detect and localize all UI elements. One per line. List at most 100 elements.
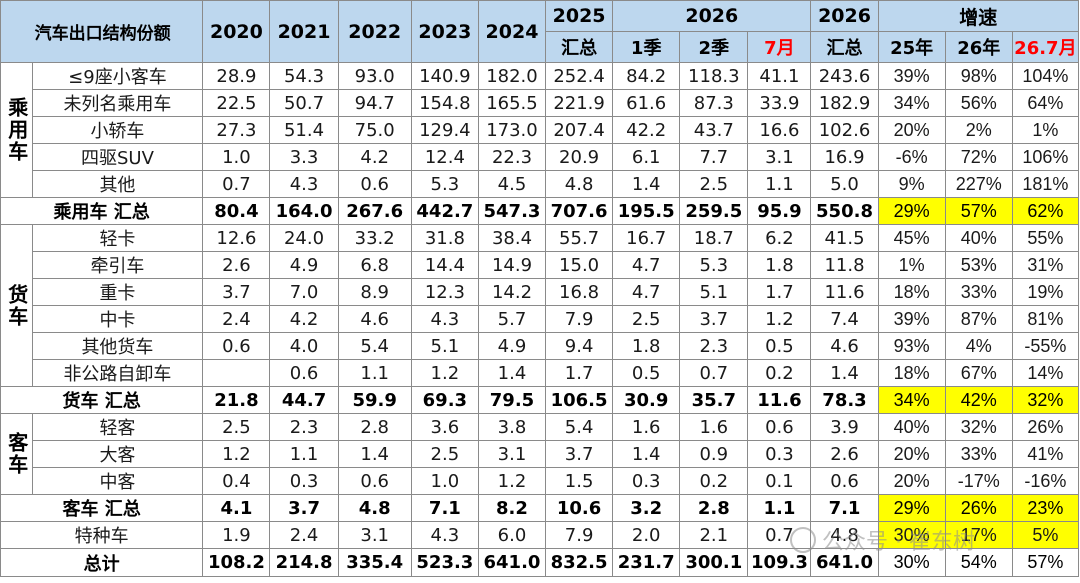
value-cell: 11.6 [810,278,879,306]
value-cell: 0.6 [269,359,339,387]
value-cell: 20.9 [545,143,614,171]
value-cell: 1.1 [269,440,339,468]
growth-cell: 34% [877,386,946,414]
table-row: 特种车 1.9 2.4 3.1 4.3 6.0 7.9 2.0 2.1 0.7 4.8 30% 17% 5… [0,521,1080,549]
value-cell: 118.3 [679,62,749,90]
value-cell: 2.5 [202,413,271,441]
value-cell: 33.2 [337,224,412,252]
table-title: 汽车出口结构份额 [0,0,204,63]
value-cell: 5.0 [810,170,879,198]
value-cell: 3.7 [269,494,339,522]
value-cell: 173.0 [477,116,547,144]
growth-cell: 34% [877,89,946,117]
value-cell: 2.6 [810,440,879,468]
value-cell: 0.6 [337,467,412,495]
value-cell: 2.6 [202,251,271,279]
row-label: 四驱SUV [31,143,204,171]
value-cell: 182.0 [477,62,547,90]
value-cell: 108.2 [202,548,271,577]
growth-cell: -6% [877,143,946,171]
value-cell: 707.6 [545,197,614,225]
col-header-2022: 2022 [337,0,412,63]
col-header-2024: 2024 [477,0,547,63]
value-cell: 3.1 [337,521,412,549]
growth-cell: 17% [944,521,1013,549]
growth-cell: 53% [944,251,1013,279]
growth-cell: 20% [877,440,946,468]
value-cell: 4.5 [477,170,547,198]
growth-cell: -55% [1011,332,1080,360]
value-cell: 3.7 [202,278,271,306]
value-cell: 7.7 [679,143,749,171]
value-cell: 2.4 [202,305,271,333]
value-cell: 4.9 [269,251,339,279]
value-cell: 5.4 [337,332,412,360]
value-cell: 4.0 [269,332,339,360]
value-cell: 0.5 [747,332,812,360]
value-cell: 84.2 [612,62,681,90]
col-header-q1: 1季 [612,31,681,63]
value-cell: 87.3 [679,89,749,117]
row-label: 未列名乘用车 [31,89,204,117]
value-cell: 94.7 [337,89,412,117]
value-cell: 95.9 [747,197,812,225]
growth-cell: 39% [877,305,946,333]
col-header-2026-sum-year: 2026 [810,0,879,32]
value-cell: 0.6 [202,332,271,360]
growth-cell: 33% [944,440,1013,468]
value-cell: 0.3 [269,467,339,495]
col-header-2020: 2020 [202,0,271,63]
value-cell: 0.7 [679,359,749,387]
row-label: 其他货车 [31,332,204,360]
value-cell: 80.4 [202,197,271,225]
value-cell: 2.0 [612,521,681,549]
header-row-2: 汇总 1季 2季 7月 汇总 25年 26年 26.7月 [1,31,1080,63]
row-label: 中卡 [31,305,204,333]
table-row: 小轿车 27.3 51.4 75.0 129.4 173.0 207.4 42.2 43.7 16… [1,116,1080,144]
value-cell: 16.9 [810,143,879,171]
value-cell: 15.0 [545,251,614,279]
value-cell: 523.3 [410,548,479,577]
value-cell: 28.9 [202,62,271,90]
value-cell: 18.7 [679,224,749,252]
value-cell: 75.0 [337,116,412,144]
growth-cell: 30% [877,548,946,577]
row-label: 特种车 [0,521,204,549]
value-cell: 2.5 [410,440,479,468]
value-cell: 44.7 [269,386,339,414]
value-cell: 154.8 [410,89,479,117]
value-cell: 33.9 [747,89,812,117]
value-cell: 0.6 [810,467,879,495]
value-cell: 27.3 [202,116,271,144]
value-cell: 2.5 [612,305,681,333]
table-row: 客车 汇总 4.1 3.7 4.8 7.1 8.2 10.6 3.2 2.8 1.1 7.1 29% 2… [0,494,1080,522]
col-header-growth-26: 26年 [944,31,1013,63]
table-row: 非公路自卸车 0.6 1.1 1.2 1.4 1.7 0.5 0.7 0.2 1.4 18% 67% 1… [1,359,1080,387]
value-cell: 1.2 [477,467,547,495]
table-row: 中客 0.4 0.3 0.6 1.0 1.2 1.5 0.3 0.2 0.1 0.6 20% -17% -… [1,467,1080,495]
value-cell: 16.8 [545,278,614,306]
value-cell: 641.0 [477,548,547,577]
table-row: 牵引车 2.6 4.9 6.8 14.4 14.9 15.0 4.7 5.3 1.8 11.8 1% 5… [1,251,1080,279]
value-cell: 9.4 [545,332,614,360]
growth-cell: 23% [1011,494,1080,522]
value-cell: 4.6 [810,332,879,360]
value-cell: 1.8 [612,332,681,360]
growth-cell: 33% [944,278,1013,306]
value-cell: 243.6 [810,62,879,90]
value-cell: 2.3 [679,332,749,360]
growth-cell: -17% [944,467,1013,495]
value-cell: 0.2 [747,359,812,387]
value-cell: 41.1 [747,62,812,90]
value-cell: 4.3 [410,305,479,333]
table-row: 其他货车 0.6 4.0 5.4 5.1 4.9 9.4 1.8 2.3 0.5 4.6 93% 4% -… [1,332,1080,360]
table-row: 乘用车 汇总 80.4 164.0 267.6 442.7 547.3 707.6 195.5… [0,197,1080,225]
value-cell: 0.7 [747,521,812,549]
value-cell: 252.4 [545,62,614,90]
value-cell: 0.3 [747,440,812,468]
value-cell: 4.8 [810,521,879,549]
value-cell: 30.9 [612,386,681,414]
value-cell: 1.6 [612,413,681,441]
row-label: 中客 [31,467,204,495]
growth-cell: 42% [944,386,1013,414]
